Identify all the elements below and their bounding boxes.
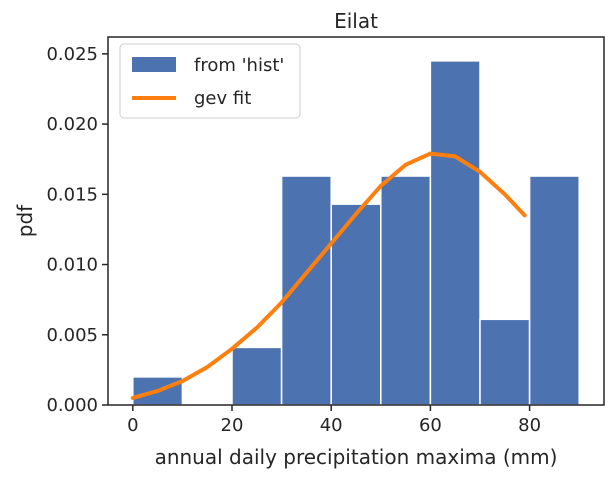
histogram-bar (380, 175, 432, 406)
legend-swatch-histogram (132, 57, 176, 72)
y-tick-label: 0.020 (46, 114, 98, 135)
x-tick-label: 20 (221, 415, 244, 436)
gev-fit-layer (130, 151, 527, 400)
chart-title: Eilat (334, 9, 378, 33)
x-tick-label: 60 (419, 415, 442, 436)
x-tick-label: 0 (127, 415, 138, 436)
y-tick-label: 0.010 (46, 255, 98, 276)
histogram-bars (132, 60, 580, 406)
x-tick-label: 40 (320, 415, 343, 436)
x-axis-ticks: 0 20 40 60 80 (127, 405, 541, 436)
y-tick-label: 0.025 (46, 44, 98, 65)
histogram-bar (479, 318, 531, 406)
legend-label-gev-fit: gev fit (194, 88, 251, 109)
legend: from 'hist' gev fit (119, 43, 301, 119)
x-tick-label: 80 (518, 415, 541, 436)
y-tick-label: 0.015 (46, 184, 98, 205)
histogram-bar (528, 175, 580, 406)
plot-area-frame (107, 36, 605, 406)
histogram-bar (429, 60, 481, 406)
gev-fit-line (130, 151, 527, 400)
y-axis-label: pdf (13, 204, 37, 237)
y-tick-label: 0.005 (46, 325, 98, 346)
legend-label-histogram: from 'hist' (194, 55, 284, 76)
y-tick-label: 0.000 (46, 395, 98, 416)
histogram-bar (231, 346, 283, 406)
y-axis-ticks: 0.000 0.005 0.010 0.015 0.020 0.025 (46, 44, 108, 416)
x-axis-label: annual daily precipitation maxima (mm) (155, 445, 558, 469)
